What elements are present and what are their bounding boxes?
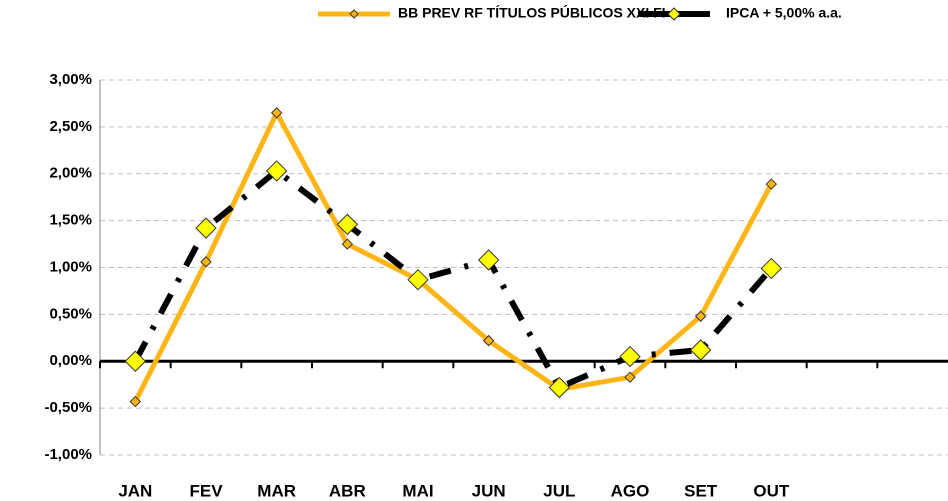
point-marker <box>760 257 783 280</box>
x-tick-label: JAN <box>118 481 152 500</box>
point-marker <box>270 107 283 119</box>
point-marker <box>548 376 571 399</box>
y-tick-label: 2,00% <box>49 165 92 182</box>
point-marker <box>619 345 641 368</box>
point-marker <box>341 238 354 250</box>
y-tick-label: 0,00% <box>49 352 92 369</box>
point-marker <box>689 339 712 361</box>
x-tick-label: MAR <box>257 481 296 500</box>
x-tick-label: JUL <box>543 481 575 500</box>
legend-label: BB PREV RF TÍTULOS PÚBLICOS XXI FI <box>398 4 666 21</box>
x-tick-label: JUN <box>472 481 506 500</box>
legend-marker <box>667 7 681 21</box>
point-marker <box>336 213 359 236</box>
series-line <box>133 110 774 403</box>
legend-marker <box>349 9 359 19</box>
legend-label: IPCA + 5,00% a.a. <box>726 5 842 21</box>
point-marker <box>694 310 707 322</box>
y-tick-label: 1,50% <box>49 212 92 229</box>
point-marker <box>124 350 147 372</box>
x-tick-label: AGO <box>611 481 650 500</box>
point-marker <box>407 268 429 291</box>
y-tick-label: -0,50% <box>44 399 92 416</box>
x-tick-label: MAI <box>402 481 433 500</box>
x-tick-label: ABR <box>329 481 366 500</box>
point-marker <box>477 249 500 271</box>
y-tick-label: -1,00% <box>44 446 92 463</box>
point-marker <box>765 178 778 190</box>
y-tick-label: 2,50% <box>49 118 92 135</box>
series-line <box>132 167 774 391</box>
point-marker <box>129 395 142 408</box>
point-marker <box>482 334 495 347</box>
x-tick-label: FEV <box>189 481 223 500</box>
point-marker <box>265 160 288 182</box>
y-tick-label: 0,50% <box>49 305 92 322</box>
y-tick-label: 3,00% <box>49 71 92 88</box>
x-tick-label: SET <box>684 481 718 500</box>
x-tick-label: OUT <box>753 481 790 500</box>
y-tick-label: 1,00% <box>49 258 92 275</box>
point-marker <box>624 371 636 383</box>
point-marker <box>195 217 217 239</box>
point-marker <box>200 256 212 268</box>
